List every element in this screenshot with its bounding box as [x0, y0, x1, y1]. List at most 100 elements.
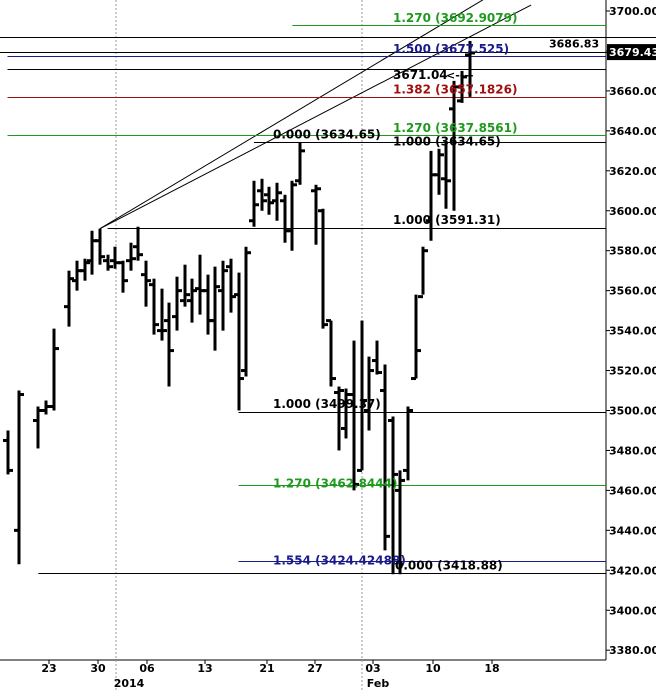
x-tick-label: 03	[365, 662, 380, 675]
ohlc-bar-0	[3, 430, 13, 475]
ohlc-bar-44	[372, 340, 382, 375]
ohlc-bar-52	[434, 148, 444, 195]
ohlc-bar-20	[180, 264, 190, 307]
ohlc-bar-19	[172, 276, 182, 331]
x-tick-label: 13	[197, 662, 212, 675]
y-tick-label: 3540.00	[609, 325, 656, 338]
y-tick-label: 3660.00	[609, 85, 656, 98]
ohlc-bar-15	[141, 260, 151, 307]
ohlc-bar-13	[126, 242, 136, 271]
ohlc-bar-54	[449, 80, 459, 211]
ohlc-bars	[3, 40, 475, 575]
trend-channel	[99, 0, 532, 230]
ohlc-bar-29	[249, 180, 259, 227]
x-tick-label: 10	[425, 662, 441, 675]
ohlc-bar-23	[203, 274, 213, 335]
ohlc-bar-39	[334, 386, 344, 451]
channel-tag: 3686.83	[549, 37, 599, 50]
ohlc-bar-14	[133, 226, 143, 261]
ohlc-bar-9	[95, 228, 105, 265]
fibonacci-labels: 1.270 (3692.9079) 1.500 (3677.525) 3671.04…	[273, 11, 517, 572]
y-axis: 3380.00 3400.00 3420.00 3440.00 3460.00 3480.…	[549, 5, 656, 657]
ohlc-bar-27	[234, 272, 244, 411]
ohlc-bar-10	[103, 254, 113, 271]
ohlc-bar-41	[349, 340, 359, 491]
y-tick-label: 3600.00	[609, 205, 656, 218]
ohlc-bar-7	[80, 258, 90, 281]
level-label-fib-1000-3499: 1.000 (3499.37)	[273, 397, 381, 411]
y-tick-label: 3400.00	[609, 604, 656, 617]
last-price-tag: 3679.43	[609, 46, 656, 59]
x-tick-label: 21	[259, 662, 274, 675]
x-tick-label: 06	[139, 662, 155, 675]
ohlc-bar-25	[218, 260, 228, 331]
channel-line-1	[99, 0, 484, 230]
ohlc-bar-21	[187, 278, 197, 323]
y-tick-label: 3520.00	[609, 365, 656, 378]
ohlc-bar-33	[280, 194, 290, 243]
ohlc-bar-43	[364, 356, 374, 431]
y-tick-label: 3500.00	[609, 405, 656, 418]
level-arrow: <----	[446, 69, 473, 82]
y-tick-label: 3640.00	[609, 125, 656, 138]
ohlc-bar-4	[49, 328, 59, 411]
level-label-fib-0000-upper: 0.000 (3634.65)	[273, 128, 381, 142]
ohlc-bar-8	[87, 230, 97, 275]
ohlc-bar-2	[33, 406, 43, 449]
y-tick-label: 3460.00	[609, 484, 656, 497]
ohlc-bar-17	[157, 288, 167, 341]
level-label-fib-1270-top: 1.270 (3692.9079)	[393, 11, 517, 25]
channel-line-2	[99, 4, 532, 230]
level-label-fib-1382: 1.382 (3657.1826)	[393, 83, 517, 97]
ohlc-bar-1	[14, 390, 24, 565]
ohlc-bar-56	[465, 40, 475, 97]
x-tick-label: 30	[90, 662, 106, 675]
ohlc-bar-22	[195, 254, 205, 315]
level-label-fib-1270-low: 1.270 (3462.8444)	[273, 477, 397, 491]
ohlc-bar-32	[272, 182, 282, 221]
ohlc-bar-35	[295, 142, 305, 185]
ohlc-bar-38	[326, 319, 336, 387]
level-label-fib-1000-upper: 1.000 (3634.65)	[393, 135, 501, 149]
x-period-label: 2014	[114, 677, 145, 690]
level-label-fib-0000-low: 0.000 (3418.88)	[395, 559, 503, 573]
x-axis: 23 30 06 13 21 27 03 10 18 2014 Feb	[41, 660, 500, 690]
fibonacci-levels	[0, 25, 656, 574]
y-tick-label: 3420.00	[609, 564, 656, 577]
ohlc-bar-53	[441, 140, 451, 209]
level-label-fib-1500: 1.500 (3677.525)	[393, 42, 509, 56]
y-tick-label: 3480.00	[609, 444, 656, 457]
x-period-label: Feb	[367, 677, 390, 690]
y-tick-label: 3580.00	[609, 245, 656, 258]
ohlc-bar-47	[395, 470, 405, 575]
last-price-tag-box	[607, 44, 656, 61]
ohlc-bar-30	[257, 178, 267, 211]
y-tick-label: 3440.00	[609, 524, 656, 537]
ohlc-bar-24	[210, 266, 220, 351]
ohlc-bar-26	[226, 258, 236, 313]
y-tick-label: 3620.00	[609, 165, 656, 178]
level-label-fib-1270-mid: 1.270 (3637.8561)	[393, 121, 517, 135]
ohlc-bar-46	[388, 416, 398, 575]
ohlc-bar-31	[264, 186, 274, 215]
ohlc-bar-36	[311, 184, 321, 245]
y-tick-label: 3560.00	[609, 285, 656, 298]
y-tick-label: 3380.00	[609, 644, 656, 657]
ohlc-bar-37	[318, 208, 328, 329]
ohlc-bar-6	[72, 260, 82, 291]
ohlc-bar-55	[457, 70, 467, 103]
ohlc-bar-18	[164, 302, 174, 387]
plot-frame	[0, 0, 607, 661]
x-tick-label: 23	[41, 662, 56, 675]
ohlc-bar-16	[149, 278, 159, 335]
ohlc-bar-12	[118, 260, 128, 293]
ohlc-bar-48	[403, 406, 413, 481]
ohlc-bar-42	[357, 320, 367, 472]
level-label-level-3671: 3671.04	[393, 68, 448, 82]
ohlc-bar-51	[426, 150, 436, 241]
level-label-fib-1000-3591: 1.000 (3591.31)	[393, 213, 501, 227]
ohlc-bar-5	[64, 270, 74, 327]
ohlc-bar-34	[287, 180, 297, 251]
y-tick-label: 3700.00	[609, 5, 656, 18]
